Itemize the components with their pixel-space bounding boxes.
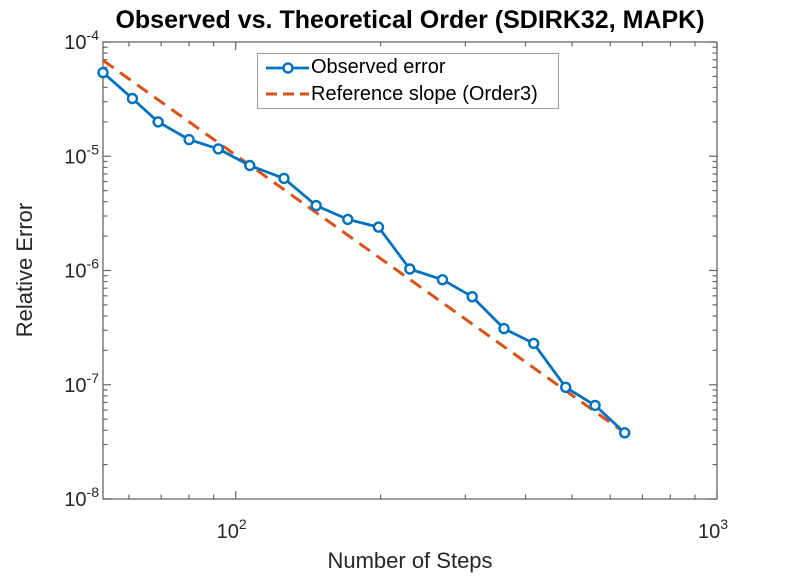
y-axis-label: Relative Error [12, 202, 37, 338]
data-point-marker [310, 199, 322, 212]
y-tick-label: 10-8 [64, 484, 99, 511]
line-marker-sample [266, 61, 309, 74]
data-point-marker [560, 381, 572, 393]
observed-error-line [102, 71, 626, 434]
y-tick-label: 10-5 [64, 141, 99, 168]
data-point-marker [589, 399, 601, 412]
data-point-marker [97, 66, 109, 79]
legend: Observed error Reference slope (Order3) [257, 53, 559, 109]
legend-entry-label: Observed error [311, 56, 446, 79]
data-point-marker [436, 274, 449, 286]
reference-slope-line [102, 59, 626, 435]
x-tick-label: 102 [217, 516, 247, 543]
data-point-marker [278, 172, 290, 185]
legend-marker-icon [282, 61, 294, 74]
data-point-marker [619, 427, 631, 439]
y-tick-label: 10-6 [64, 256, 99, 283]
data-point-marker [498, 322, 510, 335]
legend-entry: Reference slope (Order3) [258, 81, 558, 107]
data-point-marker [404, 263, 416, 275]
data-point-marker [372, 221, 385, 233]
legend-entry: Observed error [258, 55, 558, 81]
data-point-marker [342, 213, 354, 226]
y-tick-label: 10-7 [64, 370, 99, 397]
data-point-marker [126, 92, 139, 105]
data-point-marker [212, 143, 225, 155]
data-point-marker [528, 337, 540, 350]
data-point-marker [183, 133, 195, 146]
chart-title: Observed vs. Theoretical Order (SDIRK32,… [115, 6, 705, 34]
data-point-marker [466, 291, 478, 303]
data-point-marker [244, 159, 256, 172]
legend-entry-label: Reference slope (Order3) [311, 82, 538, 105]
x-tick-label: 103 [698, 516, 728, 543]
dashed-line-sample [266, 92, 309, 96]
y-tick-label: 10-4 [64, 27, 99, 54]
x-axis-label: Number of Steps [327, 548, 493, 573]
data-point-marker [152, 116, 164, 128]
